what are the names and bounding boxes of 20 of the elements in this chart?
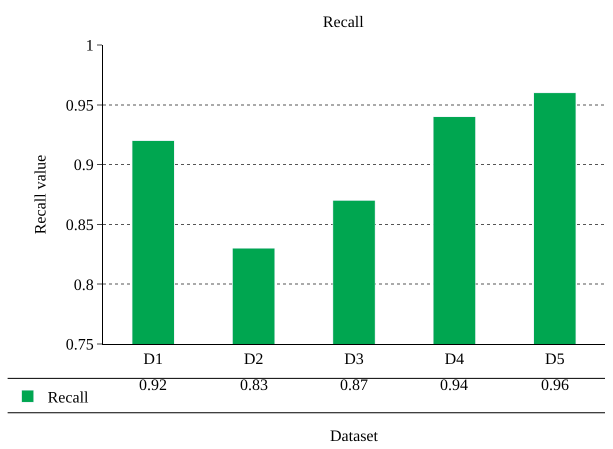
data-label: 0.87 xyxy=(340,377,368,394)
x-tick-label: D2 xyxy=(244,351,264,368)
x-tick-label: D1 xyxy=(143,351,163,368)
x-tick-label: D3 xyxy=(344,351,364,368)
x-axis-title: Dataset xyxy=(330,428,379,445)
y-tick-label: 0.8 xyxy=(74,276,94,294)
y-tick-label: 0.95 xyxy=(66,97,94,114)
x-tick-label: D4 xyxy=(444,351,464,368)
x-tick-label: D5 xyxy=(545,351,565,368)
y-tick-label: 1 xyxy=(86,38,94,55)
legend-label: Recall xyxy=(48,389,90,406)
data-label: 0.92 xyxy=(139,377,167,394)
y-axis-title: Recall value xyxy=(32,154,50,234)
data-label: 0.96 xyxy=(541,377,569,394)
y-tick-label: 0.85 xyxy=(66,217,94,234)
y-tick-label: 0.9 xyxy=(74,157,94,174)
data-label: 0.83 xyxy=(240,377,268,394)
chart-title: Recall xyxy=(322,14,364,31)
data-label: 0.94 xyxy=(440,377,468,394)
y-tick-label: 0.75 xyxy=(66,336,94,354)
